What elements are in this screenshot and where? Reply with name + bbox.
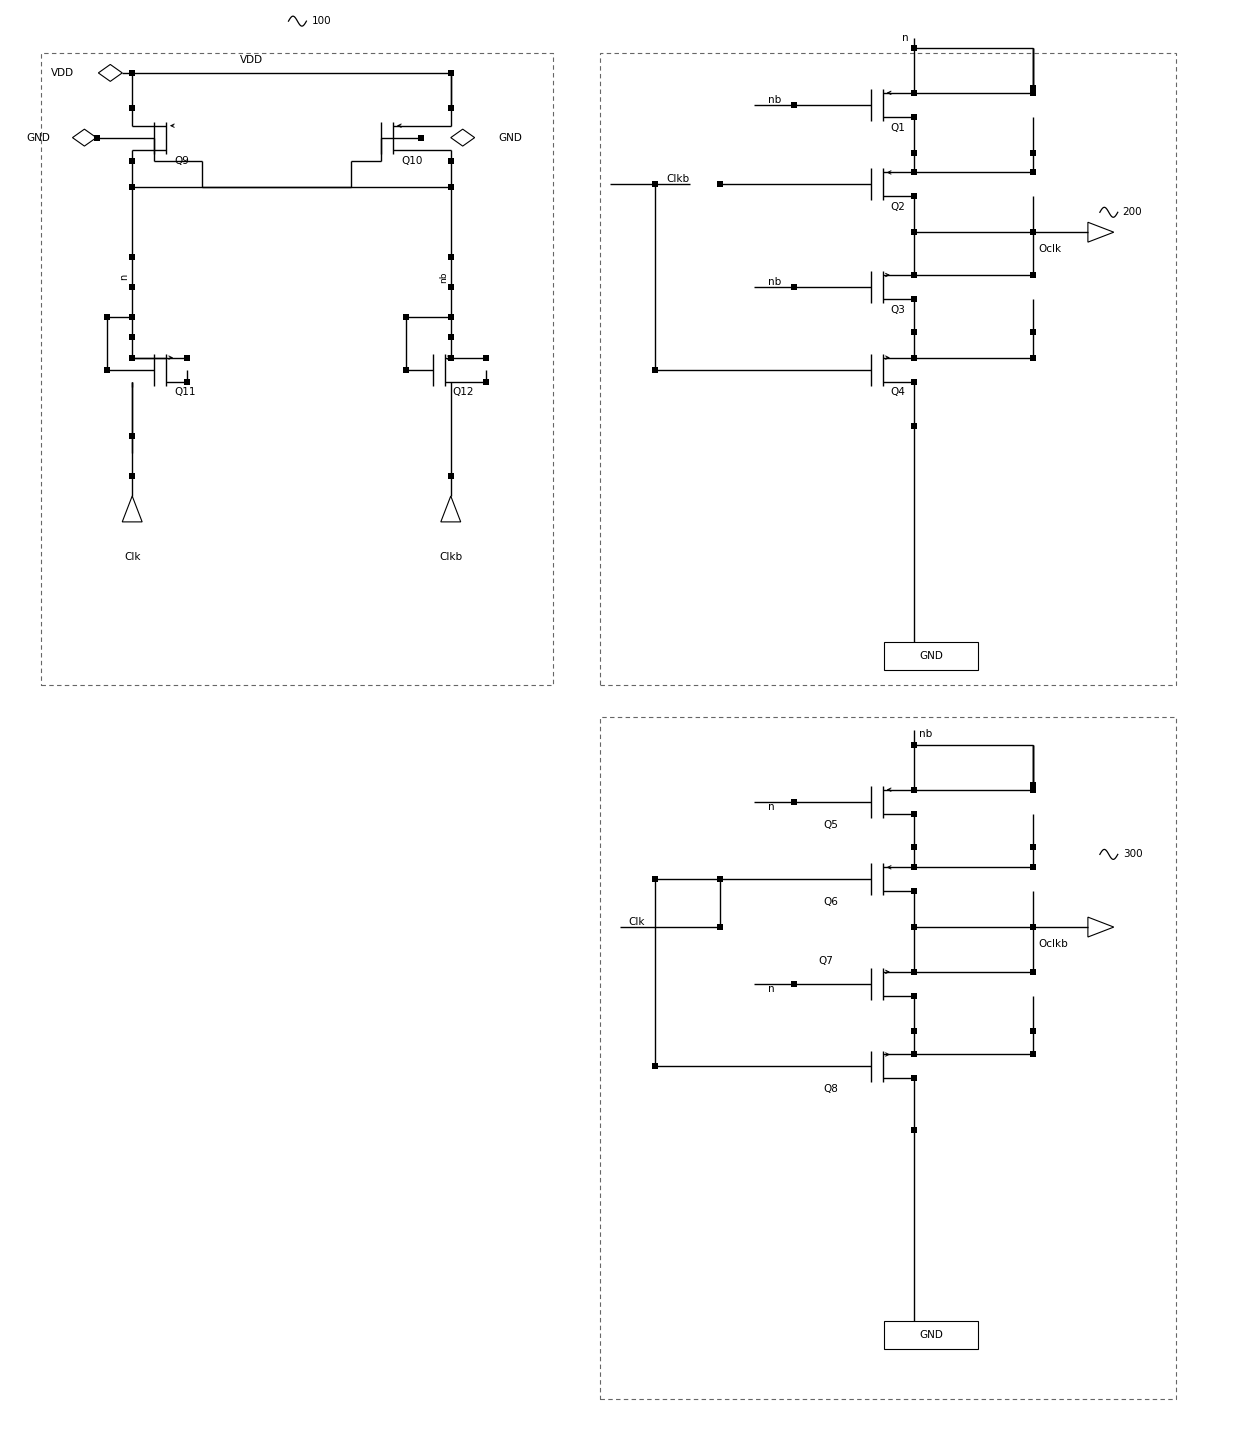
Text: n: n [119,274,129,281]
Text: Q4: Q4 [890,387,905,397]
Text: Oclkb: Oclkb [1038,939,1068,949]
Text: 300: 300 [1122,850,1142,860]
Text: Clkb: Clkb [439,552,463,562]
Text: 100: 100 [311,16,331,26]
Text: nb: nb [919,729,932,739]
Text: Q8: Q8 [823,1084,838,1094]
Text: Q1: Q1 [890,122,905,132]
Text: VDD: VDD [51,68,74,78]
Text: nb: nb [768,95,781,105]
Bar [884,642,978,670]
Bar [600,53,1176,685]
Bar [41,53,553,685]
Bar [600,717,1176,1398]
Text: GND: GND [920,1331,944,1341]
Text: GND: GND [27,132,51,143]
Text: VDD: VDD [241,55,263,65]
Text: n: n [768,984,774,994]
Text: Clk: Clk [124,552,140,562]
Text: Q6: Q6 [823,897,838,907]
Text: Q10: Q10 [401,156,423,166]
Text: Clk: Clk [629,917,645,927]
Text: Oclk: Oclk [1038,245,1061,253]
Text: Q2: Q2 [890,203,905,212]
Text: Q9: Q9 [174,156,188,166]
Text: 200: 200 [1122,207,1142,217]
Text: Q12: Q12 [453,387,474,397]
Text: GND: GND [920,651,944,661]
Text: Q7: Q7 [818,956,833,966]
Text: Clkb: Clkb [667,174,689,184]
Text: nb: nb [768,276,781,287]
Text: n: n [901,33,909,43]
Text: Q5: Q5 [823,819,838,829]
Text: n: n [768,802,774,812]
Text: GND: GND [498,132,522,143]
Bar [884,1322,978,1349]
Text: Q11: Q11 [174,387,196,397]
Text: Q3: Q3 [890,305,905,315]
Text: nb: nb [439,271,448,282]
